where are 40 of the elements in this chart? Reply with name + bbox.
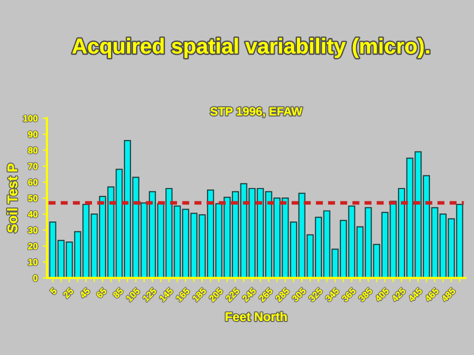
x-tick-label: 25	[62, 287, 74, 299]
x-tick-label: 225	[225, 287, 240, 302]
x-tick-label: 365	[341, 287, 356, 302]
y-tick-label: 90	[28, 131, 38, 138]
x-tick-label: 125	[142, 287, 157, 302]
x-tick-label: 465	[424, 287, 440, 302]
x-tick-label: 65	[96, 287, 108, 299]
y-tick-label: 60	[28, 179, 38, 186]
x-tick-label: 485	[440, 287, 456, 302]
x-tick-label: 285	[275, 287, 290, 302]
y-tick-label: 50	[28, 195, 38, 202]
x-tick-label: 325	[308, 287, 323, 302]
chart-title: Acquired spatial variability (micro).	[72, 38, 430, 58]
y-tick-label: 40	[28, 211, 38, 218]
y-tick-label: 100	[23, 115, 38, 122]
x-tick-label: 345	[324, 287, 340, 302]
x-tick-label: 405	[374, 287, 390, 302]
x-tick-label: 445	[408, 287, 423, 302]
x-tick-label: 205	[208, 287, 224, 302]
y-tick-label: 10	[28, 258, 38, 266]
x-tick-label: 385	[358, 287, 373, 302]
x-tick-label: 45	[79, 287, 90, 299]
x-tick-label: 105	[126, 287, 140, 302]
x-tick-label: 145	[158, 287, 174, 302]
chart-subtitle: STP 1996, EFAW	[210, 107, 302, 118]
x-tick-label: 185	[192, 287, 207, 302]
y-tick-label: 20	[28, 242, 38, 250]
x-tick-label: 245	[242, 287, 257, 302]
y-tick-label: 30	[28, 227, 38, 234]
x-tick-label: 165	[176, 287, 190, 302]
x-tick-label: 5	[50, 287, 58, 296]
x-tick-label: 85	[112, 287, 124, 299]
y-tick-label: 80	[28, 147, 38, 154]
y-tick-label: 0	[33, 274, 38, 282]
x-tick-label: 425	[391, 287, 406, 302]
y-axis-title: Soil Test P	[7, 164, 18, 233]
x-tick-label: 265	[258, 287, 274, 302]
y-tick-label: 70	[28, 163, 38, 170]
x-tick-label: 305	[292, 287, 306, 302]
x-axis-title: Feet North	[226, 312, 287, 322]
